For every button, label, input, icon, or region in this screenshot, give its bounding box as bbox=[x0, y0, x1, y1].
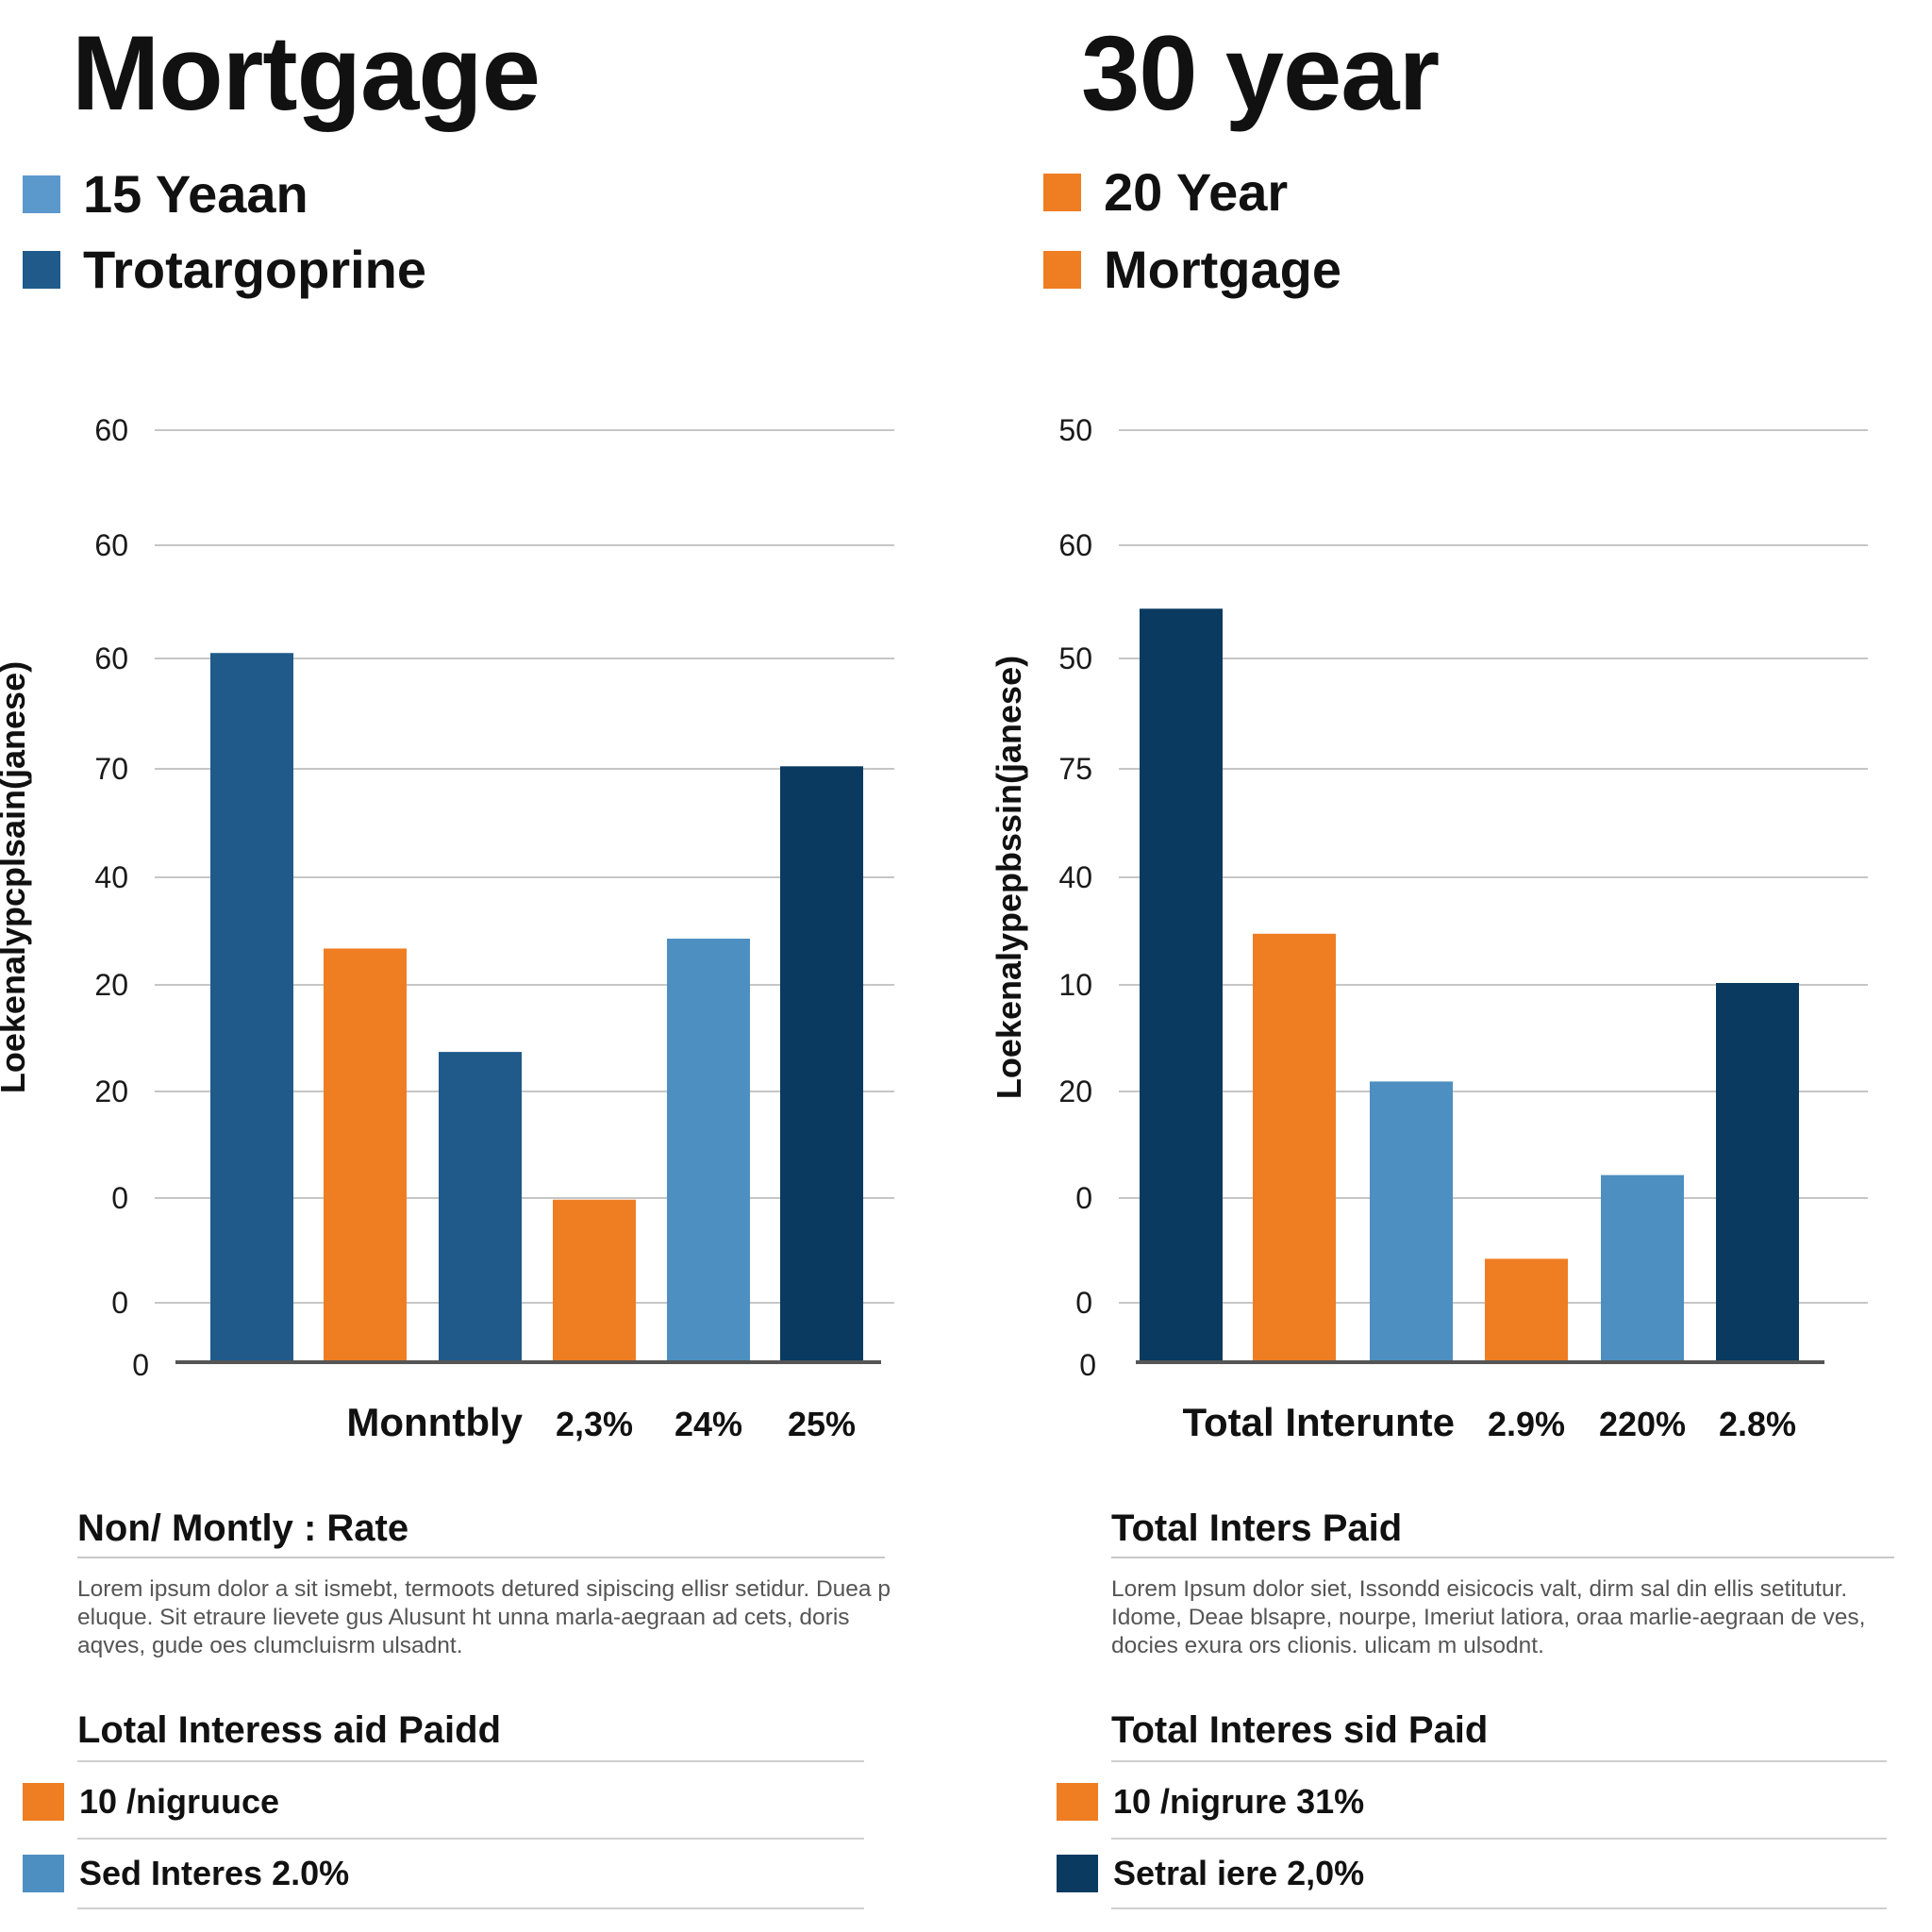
bar-5 bbox=[1601, 1174, 1684, 1362]
right-legend-item-1: 20 Year bbox=[1043, 166, 1288, 219]
left-section1-body: Lorem ipsum dolor a sit ismebt, termoots… bbox=[77, 1576, 891, 1658]
x-category-label: 2.9% bbox=[1488, 1405, 1565, 1443]
x-axis-title: Total Interunte bbox=[1182, 1400, 1455, 1444]
stat-swatch bbox=[23, 1783, 64, 1821]
left-panel: Mortgage 15 Yeaan Trotargoprine 60 60 60 70… bbox=[0, 14, 894, 1909]
left-section2-title: Lotal Interess aid Paidd bbox=[77, 1709, 502, 1751]
bar-2 bbox=[1253, 933, 1336, 1362]
y-tick-label: 50 bbox=[1058, 413, 1092, 447]
y-tick-label: 0 bbox=[1079, 1348, 1096, 1382]
divider bbox=[77, 1557, 885, 1558]
bar-1 bbox=[210, 653, 293, 1362]
left-section1-title: Non/ Montly : Rate bbox=[77, 1507, 409, 1549]
bar-3 bbox=[439, 1052, 522, 1362]
y-tick-label: 75 bbox=[1058, 752, 1092, 786]
bar-4 bbox=[553, 1199, 636, 1362]
bar-6 bbox=[1716, 983, 1799, 1362]
bar-2 bbox=[324, 948, 407, 1362]
y-tick-label: 0 bbox=[111, 1286, 128, 1320]
left-stat-row-1: 10 /nigruuce bbox=[23, 1783, 279, 1821]
y-tick-label: 60 bbox=[94, 413, 128, 447]
divider bbox=[77, 1760, 864, 1762]
bar-5 bbox=[667, 939, 750, 1362]
right-stat-row-1: 10 /nigrure 31% bbox=[1057, 1783, 1364, 1821]
y-tick-label: 20 bbox=[94, 1074, 128, 1108]
divider bbox=[1111, 1557, 1894, 1558]
stat-swatch bbox=[1057, 1855, 1098, 1892]
divider bbox=[1111, 1760, 1887, 1762]
right-section2-title: Total Interes sid Paid bbox=[1111, 1709, 1489, 1751]
right-bar-chart: 50 60 50 75 40 10 20 0 0 0 Loekenalypepbssin(janes… bbox=[990, 413, 1868, 1444]
divider bbox=[1111, 1907, 1887, 1909]
left-legend-item-1: 15 Yeaan bbox=[23, 168, 308, 221]
y-tick-label: 50 bbox=[1058, 641, 1092, 675]
bar-6 bbox=[780, 766, 863, 1362]
y-tick-label: 20 bbox=[1058, 1074, 1092, 1108]
legend-label: 20 Year bbox=[1104, 162, 1289, 222]
legend-label: 15 Yeaan bbox=[83, 164, 308, 224]
legend-label: Mortgage bbox=[1104, 240, 1341, 299]
y-tick-label: 60 bbox=[94, 528, 128, 562]
stat-swatch bbox=[23, 1855, 64, 1892]
x-category-label: 2.8% bbox=[1719, 1405, 1796, 1443]
x-category-label: 2,3% bbox=[556, 1405, 633, 1443]
x-category-label: 24% bbox=[675, 1405, 742, 1443]
left-stat-row-2: Sed Interes 2.0% bbox=[23, 1855, 349, 1892]
stat-label: 10 /nigrure 31% bbox=[1113, 1782, 1365, 1821]
left-bar-chart: 60606070402020000Loekenalypcplsain(janes… bbox=[0, 413, 894, 1444]
left-title: Mortgage bbox=[72, 14, 541, 132]
stat-label: Sed Interes 2.0% bbox=[79, 1854, 350, 1892]
y-tick-label: 10 bbox=[1058, 968, 1092, 1002]
right-legend-item-2: Mortgage bbox=[1043, 243, 1341, 296]
divider bbox=[1111, 1838, 1887, 1840]
right-stat-row-2: Setral iere 2,0% bbox=[1057, 1855, 1364, 1892]
bar-1 bbox=[1140, 608, 1223, 1362]
stat-swatch bbox=[1057, 1783, 1098, 1821]
y-axis-title: Loekenalypcplsain(janese) bbox=[0, 661, 32, 1093]
legend-swatch bbox=[1043, 174, 1081, 211]
stat-label: 10 /nigruuce bbox=[79, 1782, 280, 1821]
bar-4 bbox=[1485, 1258, 1568, 1362]
y-axis-title: Loekenalypepbssin(janese) bbox=[990, 656, 1028, 1099]
x-category-label: 220% bbox=[1599, 1405, 1686, 1443]
legend-swatch bbox=[23, 175, 60, 213]
bar-3 bbox=[1370, 1081, 1453, 1362]
x-category-label: 25% bbox=[788, 1405, 856, 1443]
y-tick-label: 60 bbox=[1058, 528, 1092, 562]
x-axis-title: Monntbly bbox=[346, 1400, 523, 1444]
y-tick-label: 0 bbox=[1075, 1181, 1092, 1215]
legend-swatch bbox=[23, 251, 60, 289]
right-panel: 30 year 20 Year Mortgage 50 60 50 75 40 10 20 0… bbox=[966, 0, 1932, 1932]
y-tick-label: 0 bbox=[132, 1348, 149, 1382]
divider bbox=[77, 1907, 864, 1909]
divider bbox=[77, 1838, 864, 1840]
right-section1-body: Lorem Ipsum dolor siet, Issondd eisicoci… bbox=[1111, 1576, 1866, 1658]
y-tick-label: 40 bbox=[94, 860, 128, 894]
y-tick-label: 70 bbox=[94, 752, 128, 786]
legend-swatch bbox=[1043, 251, 1081, 289]
right-title: 30 year bbox=[1081, 14, 1440, 132]
legend-label: Trotargoprine bbox=[83, 240, 427, 299]
stat-label: Setral iere 2,0% bbox=[1113, 1854, 1365, 1892]
y-tick-label: 60 bbox=[94, 641, 128, 675]
y-tick-label: 20 bbox=[94, 968, 128, 1002]
y-tick-label: 0 bbox=[1075, 1286, 1092, 1320]
y-tick-label: 40 bbox=[1058, 860, 1092, 894]
y-tick-label: 0 bbox=[111, 1181, 128, 1215]
right-section1-title: Total Inters Paid bbox=[1111, 1507, 1403, 1549]
left-legend-item-2: Trotargoprine bbox=[23, 243, 426, 296]
